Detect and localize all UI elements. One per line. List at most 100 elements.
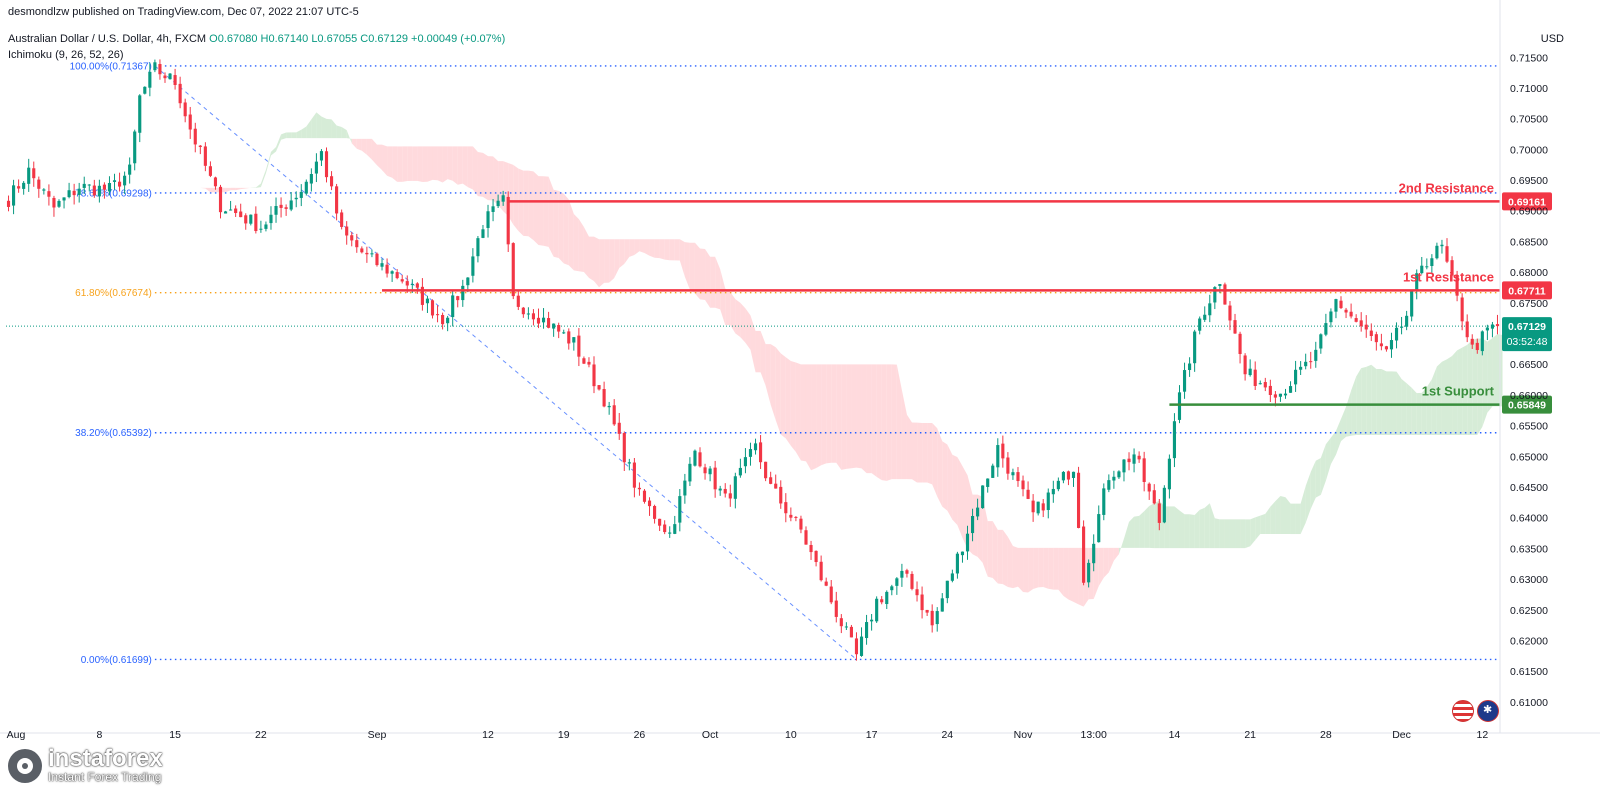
kumo-segment xyxy=(1330,430,1336,465)
candle-body xyxy=(148,71,152,88)
y-tick-label: 0.66000 xyxy=(1510,390,1548,402)
y-tick-label: 0.62000 xyxy=(1510,635,1548,647)
candle-body xyxy=(218,186,223,213)
candle-body xyxy=(1016,472,1020,482)
candle-body xyxy=(1132,454,1136,464)
candle-body xyxy=(1258,383,1262,385)
candle-body xyxy=(420,286,424,305)
time-axis: Aug 8 15 22 Sep 12 19 26 Oct 10 17 24 Nov 13:00 14 21 28… xyxy=(7,729,1489,741)
candle-body xyxy=(451,295,455,318)
candle-body xyxy=(774,483,778,489)
candle-body xyxy=(32,168,36,179)
candle-body xyxy=(1369,330,1373,336)
candle-body xyxy=(996,445,1000,468)
symbol-name[interactable]: Australian Dollar / U.S. Dollar, 4h, FXC… xyxy=(8,33,207,45)
candle-body xyxy=(1061,471,1065,481)
candle-body xyxy=(981,485,985,509)
candle-body xyxy=(183,102,187,117)
kumo-segment xyxy=(477,152,483,197)
candle-body xyxy=(658,518,662,526)
kumo-segment xyxy=(790,360,796,452)
kumo-segment xyxy=(619,239,625,269)
candle-body xyxy=(547,318,551,328)
kumo-segment xyxy=(513,164,519,231)
kumo-segment xyxy=(1224,519,1230,549)
candle-body xyxy=(1041,503,1045,511)
candle-body xyxy=(365,252,369,255)
candle-body xyxy=(143,86,147,94)
candle-body xyxy=(577,335,581,357)
candle-body xyxy=(441,315,445,325)
kumo-segment xyxy=(417,146,423,182)
candle-body xyxy=(284,207,288,209)
kumo-segment xyxy=(922,422,928,483)
level-price-tag xyxy=(1502,395,1552,414)
kumo-segment xyxy=(1406,383,1412,436)
candle-body xyxy=(622,433,626,463)
candle-body xyxy=(920,594,924,611)
kumo-segment xyxy=(1310,460,1316,509)
candle-body xyxy=(870,619,874,622)
candle-body xyxy=(133,131,137,164)
kumo-segment xyxy=(1199,507,1205,549)
level-name: 2nd Resistance xyxy=(1399,180,1494,195)
candle-body xyxy=(405,281,409,286)
chart-area: 100.00%(0.71367) 78.60%(0.69298) 61.80%(0.… xyxy=(0,0,1600,741)
candle-body xyxy=(188,114,192,130)
candle-body xyxy=(698,452,702,467)
kumo-segment xyxy=(957,457,963,538)
candle-body xyxy=(1299,366,1303,370)
kumo-segment xyxy=(1139,511,1145,548)
fib-level-label: 78.60%(0.69298) xyxy=(75,188,152,199)
x-tick-label: 12 xyxy=(1476,729,1488,741)
kumo-segment xyxy=(533,171,539,245)
candle-body xyxy=(683,480,687,496)
kumo-segment xyxy=(1341,406,1347,442)
candle-body xyxy=(1379,343,1383,347)
x-tick-label: Aug xyxy=(7,729,26,741)
candle-body xyxy=(728,493,732,499)
candle-body xyxy=(541,317,546,323)
kumo-segment xyxy=(876,364,882,481)
candle-body xyxy=(602,389,606,407)
candle-body xyxy=(1051,488,1055,495)
symbol-line: Australian Dollar / U.S. Dollar, 4h, FXC… xyxy=(8,33,505,45)
kumo-segment xyxy=(382,144,388,176)
candle-body xyxy=(1263,382,1267,388)
candle-body xyxy=(1273,394,1277,398)
kumo-segment xyxy=(432,146,438,181)
indicator-legend[interactable]: Ichimoku (9, 26, 52, 26) xyxy=(8,49,124,61)
kumo-segment xyxy=(1487,338,1493,413)
candle-body xyxy=(1314,349,1318,361)
candle-body xyxy=(319,151,324,161)
x-tick-label: 13:00 xyxy=(1081,729,1107,741)
candle-body xyxy=(1046,492,1050,511)
kumo-segment xyxy=(467,146,473,190)
kumo-segment xyxy=(1219,519,1225,549)
candle-body xyxy=(117,181,122,187)
kumo-segment xyxy=(1108,547,1114,573)
candle-body xyxy=(1374,334,1378,343)
candle-body xyxy=(6,200,11,207)
candle-body xyxy=(1112,476,1116,481)
fib-level-label: 0.00%(0.61699) xyxy=(81,655,152,666)
kumo-segment xyxy=(255,183,261,188)
candle-body xyxy=(1465,321,1469,338)
y-tick-label: 0.69000 xyxy=(1510,206,1548,218)
kumo-segment xyxy=(594,236,600,288)
kumo-segment xyxy=(1457,347,1463,436)
candle-body xyxy=(1435,245,1439,259)
candle-body xyxy=(1147,483,1151,492)
candle-body xyxy=(496,200,500,207)
candle-body xyxy=(1430,258,1434,267)
candle-body xyxy=(1400,326,1404,328)
x-tick-label: Sep xyxy=(368,729,387,741)
candle-body xyxy=(102,184,106,190)
candle-body xyxy=(1152,490,1156,504)
candle-body xyxy=(395,272,399,279)
kumo-segment xyxy=(1058,547,1064,596)
candle-body xyxy=(1021,480,1025,490)
candle-body xyxy=(37,179,41,189)
y-tick-label: 0.62500 xyxy=(1510,605,1548,617)
